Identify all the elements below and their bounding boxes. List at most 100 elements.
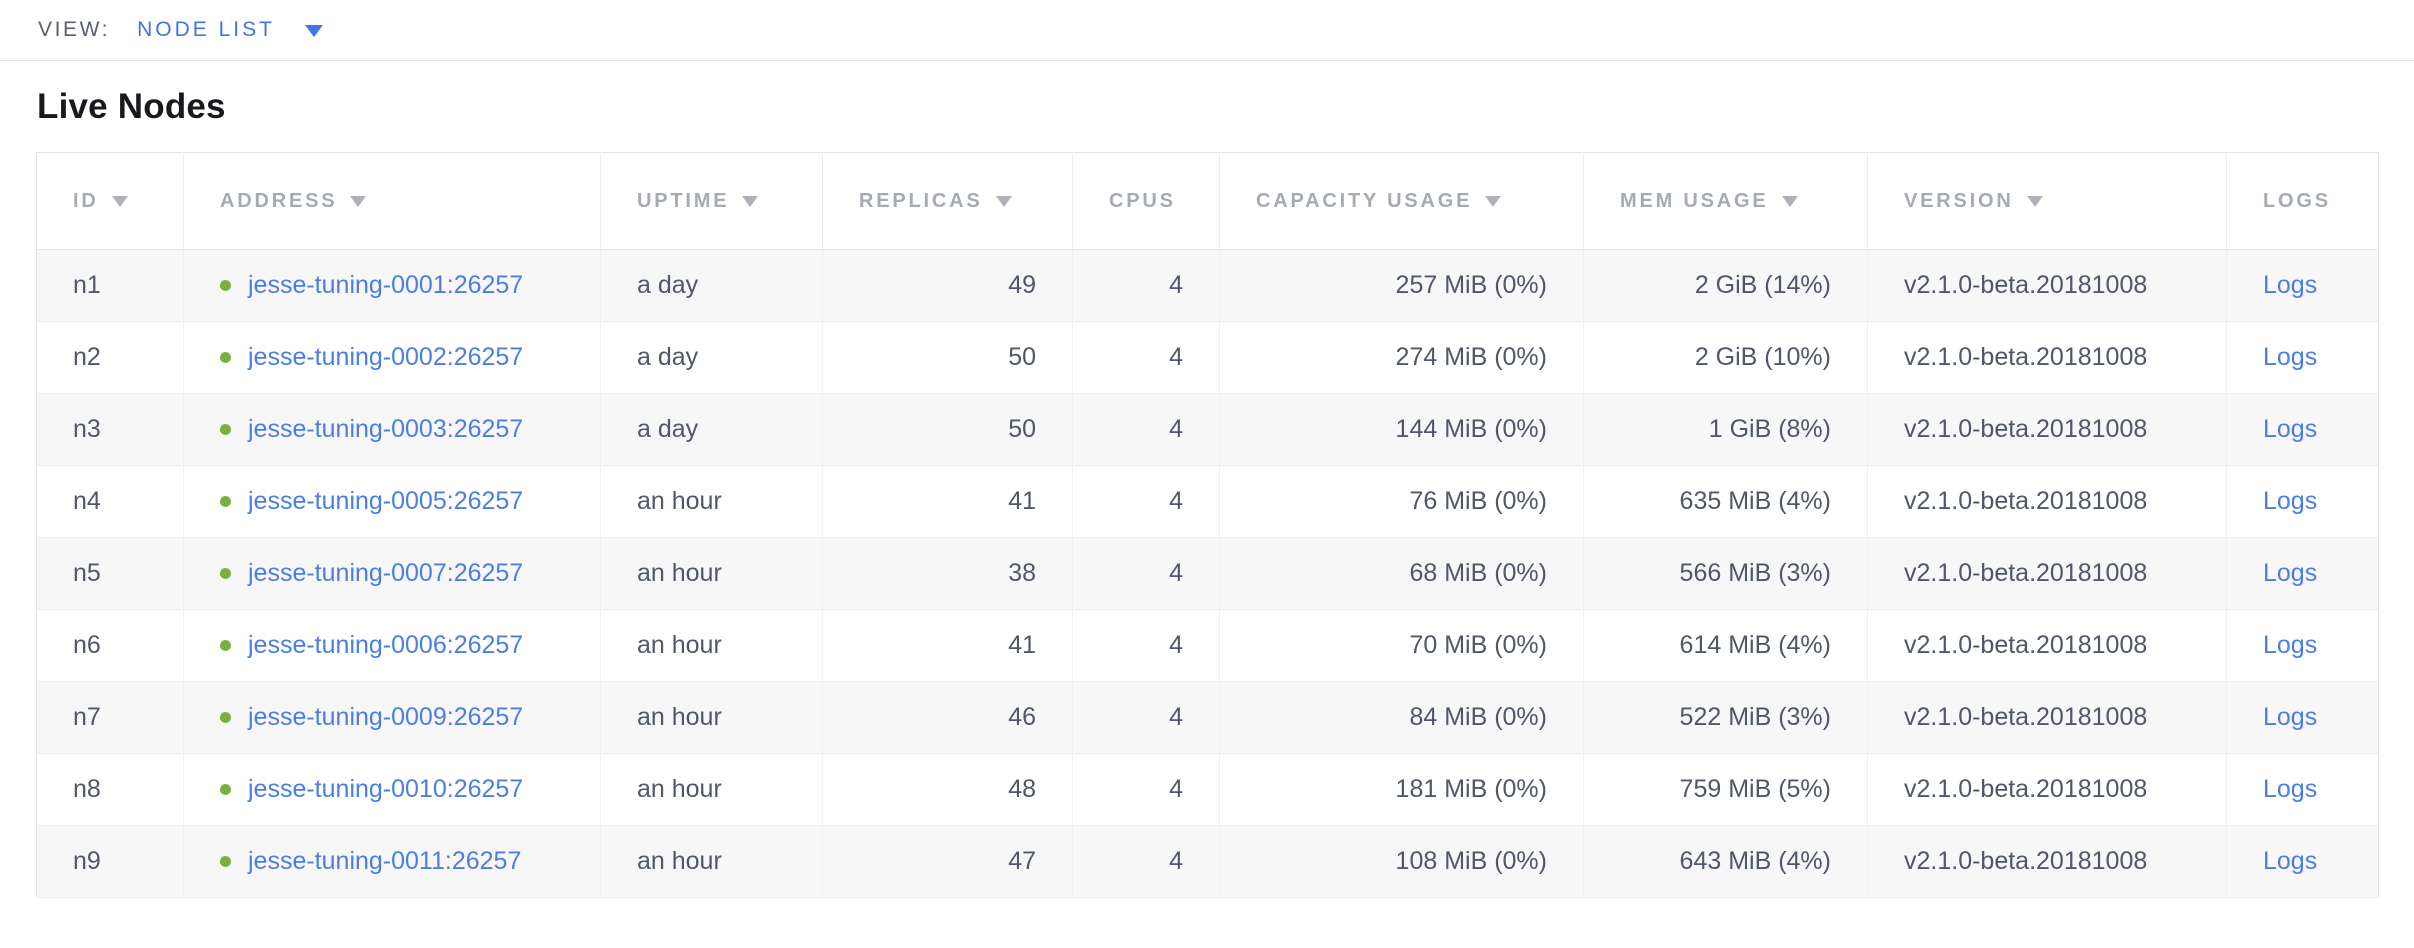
- cell-uptime: a day: [600, 321, 823, 394]
- column-header-mem[interactable]: MEM USAGE: [1583, 152, 1868, 250]
- node-address-link[interactable]: jesse-tuning-0006:26257: [248, 631, 524, 659]
- column-header-capacity[interactable]: CAPACITY USAGE: [1219, 152, 1584, 250]
- cell-address: jesse-tuning-0006:26257: [183, 609, 601, 682]
- cell-capacity: 274 MiB (0%): [1219, 321, 1584, 394]
- cell-address: jesse-tuning-0011:26257: [183, 825, 601, 898]
- cell-logs: Logs: [2226, 249, 2379, 322]
- cell-version: v2.1.0-beta.20181008: [1867, 321, 2227, 394]
- logs-link[interactable]: Logs: [2263, 703, 2318, 731]
- cell-version: v2.1.0-beta.20181008: [1867, 393, 2227, 466]
- node-live-status-icon: [220, 568, 231, 579]
- cell-mem: 2 GiB (14%): [1583, 249, 1868, 322]
- table-row: n1 jesse-tuning-0001:26257 a day 49 4 257 MiB…: [36, 249, 2379, 322]
- node-address-link[interactable]: jesse-tuning-0005:26257: [248, 487, 524, 515]
- column-header-replicas[interactable]: REPLICAS: [822, 152, 1073, 250]
- logs-link[interactable]: Logs: [2263, 559, 2318, 587]
- logs-link[interactable]: Logs: [2263, 631, 2318, 659]
- cell-capacity: 70 MiB (0%): [1219, 609, 1584, 682]
- cell-address: jesse-tuning-0005:26257: [183, 465, 601, 538]
- node-address-link[interactable]: jesse-tuning-0010:26257: [248, 775, 524, 803]
- cell-logs: Logs: [2226, 753, 2379, 826]
- node-address-link[interactable]: jesse-tuning-0003:26257: [248, 415, 524, 443]
- cell-mem: 643 MiB (4%): [1583, 825, 1868, 898]
- cell-id: n7: [36, 681, 184, 754]
- cell-cpus: 4: [1072, 393, 1220, 466]
- cell-cpus: 4: [1072, 825, 1220, 898]
- cell-version: v2.1.0-beta.20181008: [1867, 249, 2227, 322]
- cell-logs: Logs: [2226, 681, 2379, 754]
- sort-descending-icon: [995, 195, 1012, 207]
- column-header-version[interactable]: VERSION: [1867, 152, 2227, 250]
- node-live-status-icon: [220, 424, 231, 435]
- table-row: n2 jesse-tuning-0002:26257 a day 50 4 274 MiB…: [36, 321, 2379, 394]
- cell-uptime: an hour: [600, 465, 823, 538]
- cell-cpus: 4: [1072, 249, 1220, 322]
- column-header-cpus: CPUS: [1072, 152, 1220, 250]
- logs-link[interactable]: Logs: [2263, 343, 2318, 371]
- live-nodes-table: ID ADDRESS UPTIME REPLICAS CPUS CAPACITY USAG…: [36, 152, 2379, 898]
- node-address-link[interactable]: jesse-tuning-0001:26257: [248, 271, 524, 299]
- cell-id: n1: [36, 249, 184, 322]
- cell-logs: Logs: [2226, 321, 2379, 394]
- cell-capacity: 76 MiB (0%): [1219, 465, 1584, 538]
- cell-version: v2.1.0-beta.20181008: [1867, 537, 2227, 610]
- cell-id: n3: [36, 393, 184, 466]
- cell-capacity: 68 MiB (0%): [1219, 537, 1584, 610]
- table-body: n1 jesse-tuning-0001:26257 a day 49 4 257 MiB…: [36, 249, 2379, 898]
- column-header-label: LOGS: [2263, 189, 2331, 212]
- cell-address: jesse-tuning-0007:26257: [183, 537, 601, 610]
- cell-replicas: 46: [822, 681, 1073, 754]
- table-row: n5 jesse-tuning-0007:26257 an hour 38 4 68 Mi…: [36, 537, 2379, 610]
- column-header-uptime[interactable]: UPTIME: [600, 152, 823, 250]
- logs-link[interactable]: Logs: [2263, 775, 2318, 803]
- main-content: Live Nodes ID ADDRESS UPTIME REPLICAS CPUS CA…: [0, 61, 2414, 898]
- node-address-link[interactable]: jesse-tuning-0009:26257: [248, 703, 524, 731]
- cell-version: v2.1.0-beta.20181008: [1867, 825, 2227, 898]
- column-header-id[interactable]: ID: [36, 152, 184, 250]
- logs-link[interactable]: Logs: [2263, 487, 2318, 515]
- cell-cpus: 4: [1072, 681, 1220, 754]
- cell-capacity: 108 MiB (0%): [1219, 825, 1584, 898]
- chevron-down-icon: [304, 25, 323, 37]
- cell-uptime: a day: [600, 393, 823, 466]
- cell-address: jesse-tuning-0003:26257: [183, 393, 601, 466]
- cell-address: jesse-tuning-0009:26257: [183, 681, 601, 754]
- cell-version: v2.1.0-beta.20181008: [1867, 609, 2227, 682]
- node-live-status-icon: [220, 712, 231, 723]
- logs-link[interactable]: Logs: [2263, 415, 2318, 443]
- cell-uptime: an hour: [600, 681, 823, 754]
- cell-replicas: 41: [822, 609, 1073, 682]
- cell-replicas: 38: [822, 537, 1073, 610]
- view-selector-dropdown[interactable]: NODE LIST: [137, 18, 323, 42]
- cell-id: n8: [36, 753, 184, 826]
- cell-capacity: 181 MiB (0%): [1219, 753, 1584, 826]
- logs-link[interactable]: Logs: [2263, 847, 2318, 875]
- node-live-status-icon: [220, 784, 231, 795]
- cell-address: jesse-tuning-0002:26257: [183, 321, 601, 394]
- cell-mem: 522 MiB (3%): [1583, 681, 1868, 754]
- cell-id: n2: [36, 321, 184, 394]
- view-bar: VIEW: NODE LIST: [0, 0, 2414, 61]
- cell-uptime: a day: [600, 249, 823, 322]
- node-live-status-icon: [220, 640, 231, 651]
- column-header-label: CAPACITY USAGE: [1256, 189, 1473, 212]
- column-header-label: REPLICAS: [859, 189, 983, 212]
- logs-link[interactable]: Logs: [2263, 271, 2318, 299]
- cell-mem: 635 MiB (4%): [1583, 465, 1868, 538]
- sort-descending-icon: [350, 195, 367, 207]
- column-header-label: VERSION: [1904, 189, 2014, 212]
- cell-mem: 759 MiB (5%): [1583, 753, 1868, 826]
- table-row: n3 jesse-tuning-0003:26257 a day 50 4 144 MiB…: [36, 393, 2379, 466]
- cell-cpus: 4: [1072, 753, 1220, 826]
- cell-uptime: an hour: [600, 537, 823, 610]
- node-live-status-icon: [220, 856, 231, 867]
- node-address-link[interactable]: jesse-tuning-0007:26257: [248, 559, 524, 587]
- cell-logs: Logs: [2226, 393, 2379, 466]
- column-header-address[interactable]: ADDRESS: [183, 152, 601, 250]
- node-address-link[interactable]: jesse-tuning-0011:26257: [248, 847, 522, 875]
- cell-id: n4: [36, 465, 184, 538]
- node-address-link[interactable]: jesse-tuning-0002:26257: [248, 343, 524, 371]
- sort-descending-icon: [1781, 195, 1798, 207]
- cell-replicas: 50: [822, 321, 1073, 394]
- cell-capacity: 257 MiB (0%): [1219, 249, 1584, 322]
